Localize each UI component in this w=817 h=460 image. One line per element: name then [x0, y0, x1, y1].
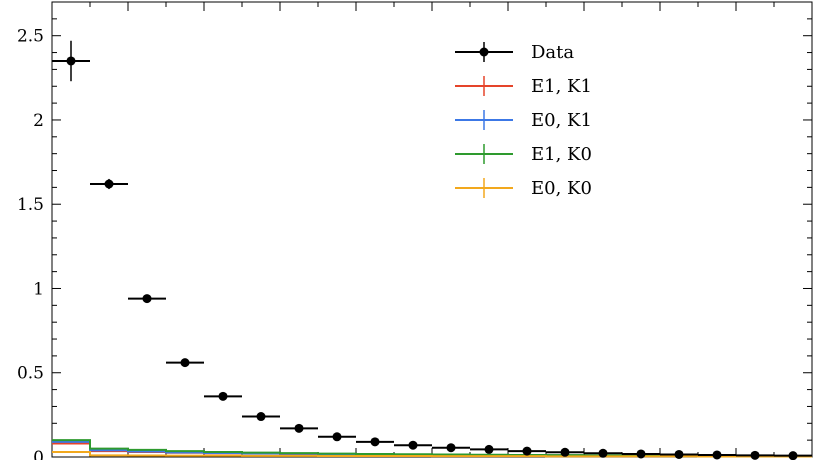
data-point — [522, 446, 532, 456]
plot-axes: 0 0.5 1 1.5 2 2.5 — [17, 1, 813, 460]
legend-label: E1, K1 — [531, 76, 592, 97]
series-line-e0-k0 — [52, 450, 812, 458]
legend-label: E0, K1 — [531, 110, 592, 131]
data-point — [408, 440, 418, 450]
data-point — [180, 358, 190, 368]
y-tick-label: 2 — [33, 111, 44, 131]
data-point — [370, 437, 380, 447]
legend-label: E1, K0 — [531, 144, 592, 165]
data-point — [674, 449, 684, 459]
legend-label: Data — [531, 42, 574, 63]
data-point — [104, 179, 114, 189]
data-point — [446, 443, 456, 453]
data-point — [598, 448, 608, 458]
plot-frame — [51, 1, 813, 458]
legend-label: E0, K0 — [531, 178, 592, 199]
y-tick-label: 1 — [33, 279, 44, 299]
legend: Data E1, K1 E0, K1 E1, K0 E0, K0 — [455, 42, 592, 199]
plot-marks — [52, 40, 812, 460]
data-point — [484, 444, 494, 454]
y-tick-label: 0 — [33, 448, 44, 460]
data-point — [218, 391, 228, 401]
legend-marker — [479, 47, 489, 57]
data-point — [750, 450, 760, 460]
y-tick-label: 2.5 — [17, 27, 44, 47]
data-point — [332, 432, 342, 442]
data-point — [712, 450, 722, 460]
data-point — [142, 294, 152, 304]
data-point — [294, 423, 304, 433]
data-point — [636, 449, 646, 459]
data-point — [560, 447, 570, 457]
data-point — [256, 412, 266, 422]
y-tick-label: 0.5 — [17, 364, 44, 384]
data-point — [66, 56, 76, 66]
y-tick-label: 1.5 — [17, 195, 44, 215]
data-point — [788, 451, 798, 460]
